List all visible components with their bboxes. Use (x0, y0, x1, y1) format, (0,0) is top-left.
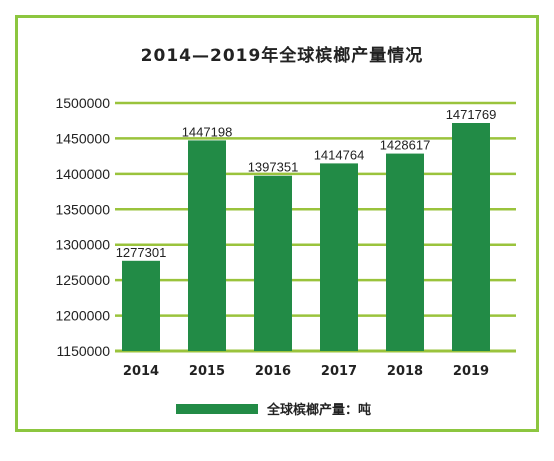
x-tick-label: 2014 (123, 364, 159, 379)
data-label: 1277301 (116, 245, 167, 260)
data-label: 1471769 (446, 107, 497, 122)
chart-title: 2014—2019年全球槟榔产量情况 (141, 45, 424, 66)
y-tick-label: 1200000 (55, 308, 110, 324)
bar (254, 175, 292, 351)
y-tick-label: 1350000 (55, 201, 110, 217)
x-tick-label: 2015 (189, 364, 225, 379)
legend-label: 全球槟榔产量：吨 (266, 402, 371, 418)
y-tick-label: 1400000 (55, 166, 110, 182)
legend: 全球槟榔产量：吨 (176, 402, 371, 418)
y-axis-ticks: 1150000 1200000 1250000 1300000 1350000 14000… (55, 95, 110, 359)
y-tick-label: 1500000 (55, 95, 110, 111)
x-tick-label: 2017 (321, 364, 357, 379)
legend-swatch (176, 404, 258, 414)
data-label: 1414764 (314, 147, 365, 162)
data-labels: 1277301 1447198 1397351 1414764 1428617 14717… (116, 107, 497, 260)
y-tick-label: 1300000 (55, 237, 110, 253)
bar (320, 163, 358, 351)
bar (452, 123, 490, 351)
y-tick-label: 1150000 (57, 343, 111, 359)
x-tick-label: 2018 (387, 364, 423, 379)
x-tick-label: 2016 (255, 364, 291, 379)
grid-lines (115, 101, 516, 353)
data-label: 1397351 (248, 160, 299, 175)
bar (122, 260, 160, 351)
y-tick-label: 1450000 (55, 130, 110, 146)
data-label: 1428617 (380, 138, 431, 153)
data-label: 1447198 (182, 124, 233, 139)
bars (122, 123, 490, 351)
x-tick-label: 2019 (453, 364, 489, 379)
x-axis-ticks: 2014 2015 2016 2017 2018 2019 (123, 364, 489, 379)
bar (188, 140, 226, 351)
y-tick-label: 1250000 (55, 272, 110, 288)
bar (386, 153, 424, 351)
